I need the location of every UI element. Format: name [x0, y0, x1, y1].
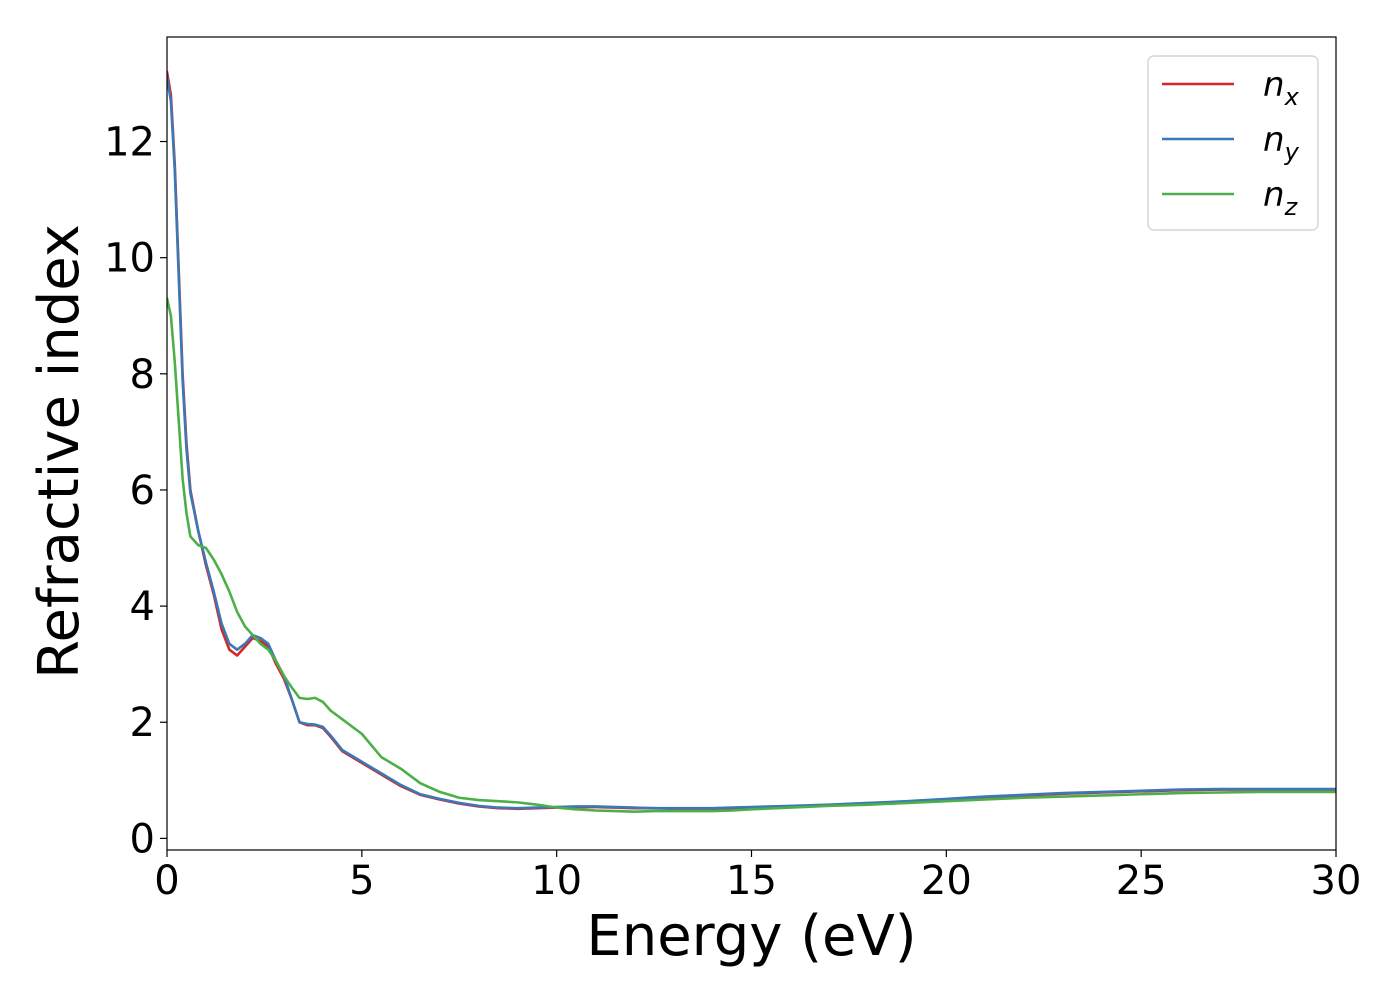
x-axis-label: Energy (eV)	[586, 904, 916, 969]
series-layer	[167, 70, 1336, 813]
x-tick-label: 15	[726, 858, 777, 904]
legend-box	[1147, 55, 1319, 231]
x-tick-label: 25	[1116, 858, 1167, 904]
y-axis: 0 2 4 6 8 10 12	[104, 120, 167, 862]
y-tick-label: 2	[130, 700, 155, 746]
y-tick-label: 12	[104, 120, 155, 166]
legend-label-y: ny	[1263, 120, 1300, 166]
y-tick-label: 4	[130, 584, 155, 630]
legend-label-z: nz	[1263, 175, 1299, 221]
y-tick-label: 6	[130, 468, 155, 514]
x-tick-label: 20	[921, 858, 972, 904]
x-tick-label: 10	[531, 858, 582, 904]
x-tick-label: 0	[154, 858, 179, 904]
y-tick-label: 0	[130, 816, 155, 862]
series-line-y	[167, 76, 1336, 810]
x-axis: 0 5 10 15 20 25 30	[154, 850, 1361, 904]
y-tick-label: 10	[104, 236, 155, 282]
x-tick-label: 30	[1311, 858, 1362, 904]
legend-label-x: nx	[1263, 65, 1300, 111]
legend: nx ny nz	[1147, 55, 1319, 231]
series-line-z	[167, 297, 1336, 813]
y-tick-label: 8	[130, 352, 155, 398]
x-tick-label: 5	[349, 858, 374, 904]
y-axis-label: Refractive index	[27, 224, 92, 679]
